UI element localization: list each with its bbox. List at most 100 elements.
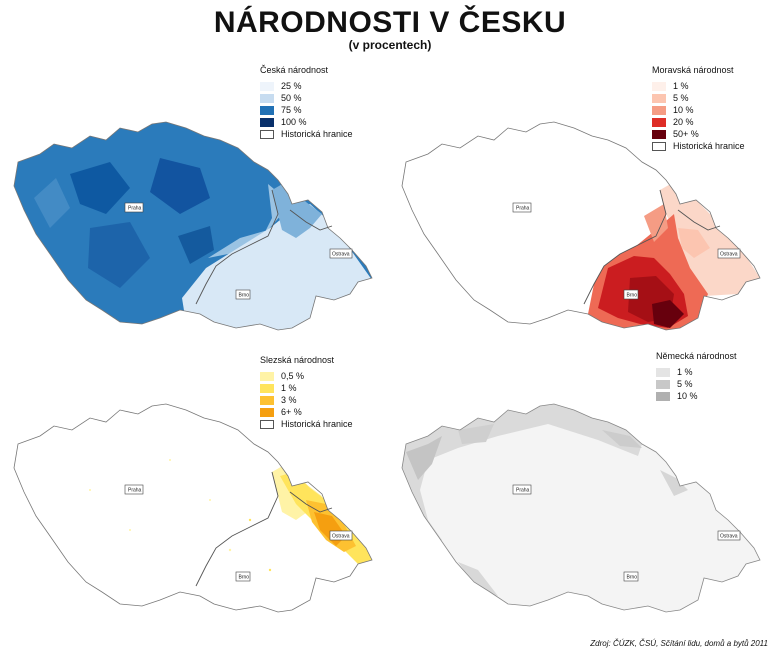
city-label-praha: Praha — [128, 206, 142, 212]
legend-moravska: Moravská národnost 1 % 5 % 10 % 20 % 50+… — [652, 64, 745, 152]
legend-label: 25 % — [281, 81, 302, 91]
city-label-praha: Praha — [128, 488, 142, 494]
legend-item-border: Historická hranice — [260, 418, 353, 430]
legend-label: Historická hranice — [673, 141, 745, 151]
source-note: Zdroj: ČÚZK, ČSÚ, Sčítání lidu, domů a b… — [590, 639, 768, 648]
city-label-brno: Brno — [627, 575, 638, 581]
page-title: NÁRODNOSTI V ČESKU — [213, 6, 567, 39]
legend-item: 1 % — [260, 382, 353, 394]
legend-label: 75 % — [281, 105, 302, 115]
legend-swatch — [260, 383, 274, 393]
legend-label: Historická hranice — [281, 419, 353, 429]
map-slezska: Praha Brno Ostrava — [13, 403, 373, 613]
legend-swatch — [260, 81, 274, 91]
legend-item: 3 % — [260, 394, 353, 406]
legend-item: 75 % — [260, 104, 353, 116]
legend-item: 1 % — [652, 80, 745, 92]
legend-item: 10 % — [652, 104, 745, 116]
legend-swatch-border — [652, 141, 666, 151]
city-marker-brno — [235, 571, 251, 582]
city-marker-praha — [512, 202, 532, 213]
legend-swatch — [260, 371, 274, 381]
legend-item-border: Historická hranice — [260, 128, 353, 140]
legend-swatch — [652, 93, 666, 103]
map-panel-nemecka: Praha Brno Ostrava — [398, 400, 768, 632]
city-marker-ostrava — [717, 248, 741, 259]
city-marker-brno — [623, 571, 639, 582]
legend-label: 20 % — [673, 117, 694, 127]
legend-swatch — [260, 105, 274, 115]
legend-swatch — [656, 391, 670, 401]
city-label-ostrava: Ostrava — [332, 252, 350, 258]
city-marker-praha — [124, 484, 144, 495]
legend-ceska: Česká národnost 25 % 50 % 75 % 100 % His… — [260, 64, 353, 140]
country-outline — [13, 121, 373, 331]
map-panel-moravska: Praha Brno Ostrava — [398, 118, 768, 350]
legend-swatch — [652, 105, 666, 115]
city-label-brno: Brno — [239, 293, 250, 299]
city-marker-brno — [623, 289, 639, 300]
city-label-ostrava: Ostrava — [720, 252, 738, 258]
map-panel-ceska: Praha Brno Ostrava — [10, 118, 380, 350]
legend-label: Historická hranice — [281, 129, 353, 139]
legend-item: 1 % — [656, 366, 737, 378]
legend-item: 25 % — [260, 80, 353, 92]
country-outline — [401, 121, 761, 331]
legend-swatch — [652, 117, 666, 127]
legend-label: 50 % — [281, 93, 302, 103]
legend-swatch — [260, 407, 274, 417]
city-label-praha: Praha — [516, 206, 530, 212]
legend-label: 100 % — [281, 117, 307, 127]
country-outline — [13, 403, 373, 613]
legend-title: Moravská národnost — [652, 65, 734, 75]
legend-item: 0,5 % — [260, 370, 353, 382]
legend-label: 1 % — [281, 383, 297, 393]
city-marker-praha — [124, 202, 144, 213]
legend-swatch — [656, 379, 670, 389]
legend-item: 10 % — [656, 390, 737, 402]
legend-slezska: Slezská národnost 0,5 % 1 % 3 % 6+ % His… — [260, 354, 353, 430]
legend-item: 50 % — [260, 92, 353, 104]
map-nemecka: Praha Brno Ostrava — [401, 403, 761, 613]
legend-item: 100 % — [260, 116, 353, 128]
map-ceska: Praha Brno Ostrava — [13, 121, 373, 331]
legend-swatch — [656, 367, 670, 377]
city-marker-ostrava — [329, 248, 353, 259]
historic-border-bohemia-moravia — [583, 189, 667, 305]
historic-border-moravia-silesia — [289, 209, 333, 231]
page-subtitle: (v procentech) — [348, 38, 432, 52]
legend-title: Česká národnost — [260, 65, 329, 75]
legend-swatch — [652, 129, 666, 139]
legend-swatch-border — [260, 419, 274, 429]
city-label-ostrava: Ostrava — [720, 534, 738, 540]
city-label-brno: Brno — [627, 293, 638, 299]
legend-swatch — [260, 93, 274, 103]
legend-label: 0,5 % — [281, 371, 305, 381]
city-marker-brno — [235, 289, 251, 300]
country-outline — [401, 403, 761, 613]
city-marker-ostrava — [717, 530, 741, 541]
legend-label: 5 % — [677, 379, 693, 389]
legend-item: 50+ % — [652, 128, 745, 140]
legend-label: 5 % — [673, 93, 689, 103]
legend-label: 1 % — [673, 81, 689, 91]
map-moravska: Praha Brno Ostrava — [401, 121, 761, 331]
legend-swatch — [260, 117, 274, 127]
legend-nemecka: Německá národnost 1 % 5 % 10 % — [656, 350, 737, 402]
map-panel-slezska: Praha Brno Ostrava — [10, 400, 380, 632]
legend-label: 6+ % — [281, 407, 302, 417]
legend-label: 1 % — [677, 367, 693, 377]
legend-label: 50+ % — [673, 129, 699, 139]
legend-label: 3 % — [281, 395, 297, 405]
city-label-praha: Praha — [516, 488, 530, 494]
historic-border-bohemia-moravia — [195, 189, 279, 305]
legend-item: 5 % — [652, 92, 745, 104]
legend-item: 20 % — [652, 116, 745, 128]
city-marker-praha — [512, 484, 532, 495]
historic-border-moravia-silesia — [289, 491, 333, 513]
historic-border-bohemia-moravia — [195, 471, 279, 587]
legend-title: Slezská národnost — [260, 355, 335, 365]
legend-item: 6+ % — [260, 406, 353, 418]
legend-swatch — [652, 81, 666, 91]
city-label-ostrava: Ostrava — [332, 534, 350, 540]
